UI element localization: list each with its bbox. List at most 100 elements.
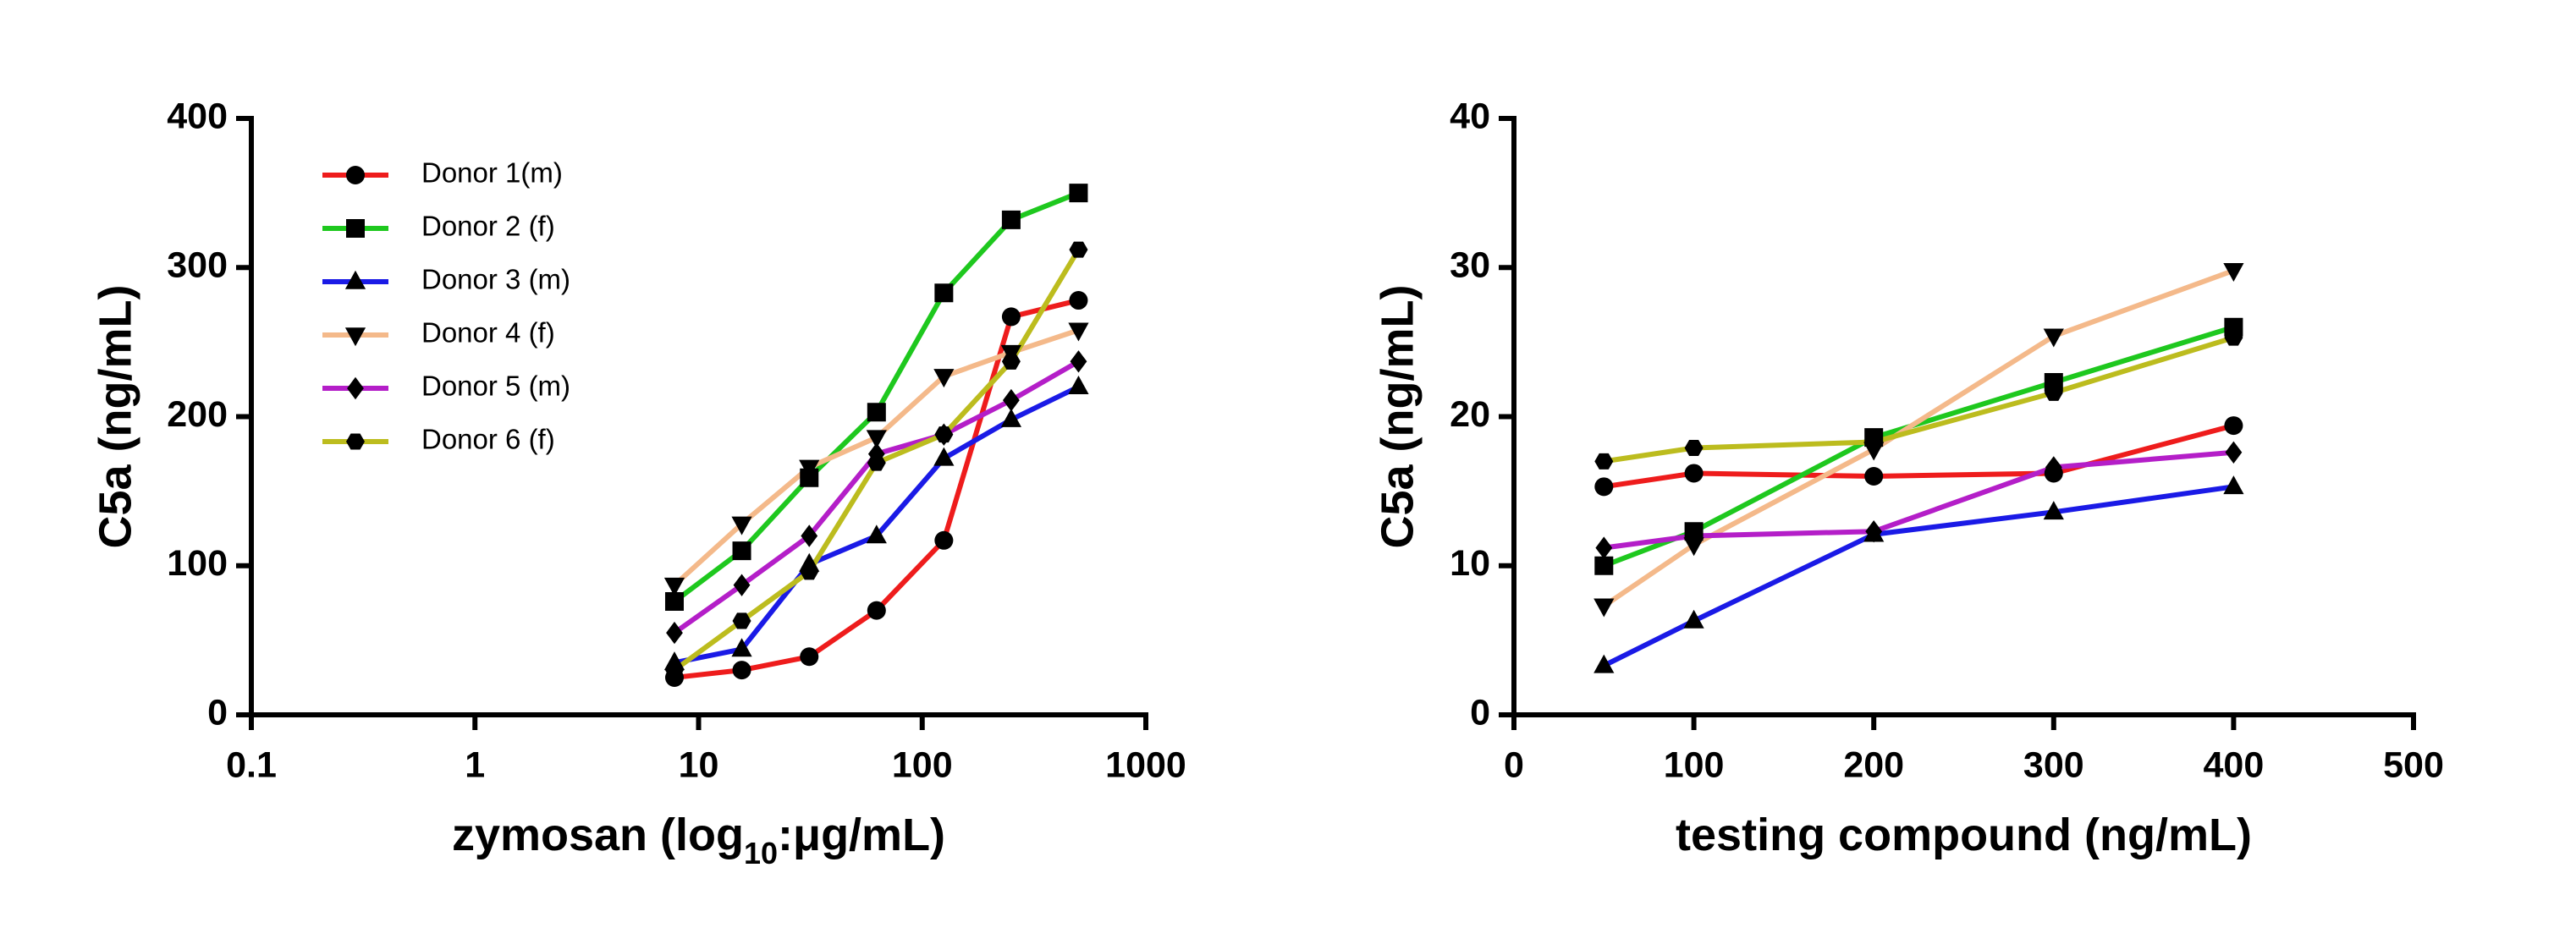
marker [732,612,751,629]
marker [801,524,818,547]
marker [1683,609,1704,629]
marker [664,662,684,678]
marker [2045,456,2062,479]
x-axis-title-part: :μg/mL) [778,810,945,860]
marker [2225,441,2243,464]
marker [1001,307,1021,327]
y-axis-title: C5a (ng/mL) [90,284,140,548]
marker [1069,184,1088,203]
x-axis-title: testing compound (ng/mL) [1676,810,2252,860]
marker [346,433,365,450]
x-tick-label: 0.1 [226,744,277,785]
y-axis-title: C5a (ng/mL) [1372,284,1423,548]
x-tick-label: 1000 [1105,744,1186,785]
marker [1684,464,1704,483]
marker [867,454,886,471]
marker [2224,416,2243,436]
x-tick-label: 200 [1843,744,1904,785]
y-tick-label: 100 [167,543,228,584]
legend-label: Donor 2 (f) [421,211,555,242]
x-tick-label: 400 [2204,744,2265,785]
marker [1068,322,1089,342]
y-tick-label: 20 [1450,394,1490,435]
marker [346,219,365,238]
marker [2044,384,2063,401]
marker [732,661,751,680]
legend-label: Donor 6 (f) [421,424,555,455]
marker [1864,433,1884,450]
marker [1595,536,1613,559]
marker [1594,556,1614,575]
marker [1684,439,1704,457]
marker [1069,291,1088,310]
marker [1594,453,1614,470]
legend-label: Donor 4 (f) [421,317,555,349]
marker [1001,353,1021,370]
marker [344,270,366,289]
marker [1593,654,1615,673]
marker [1000,408,1022,427]
y-tick-label: 10 [1450,543,1490,584]
marker [1001,210,1021,229]
y-tick-label: 0 [207,692,228,733]
marker [934,283,954,303]
marker [934,530,954,550]
marker [934,426,954,443]
marker [344,327,366,347]
marker [800,563,819,580]
marker [1865,520,1883,543]
marker [347,376,364,400]
marker [933,447,955,466]
x-tick-label: 100 [1664,744,1725,785]
legend-label: Donor 5 (m) [421,371,570,402]
marker [731,516,752,535]
y-tick-label: 300 [167,245,228,286]
marker [346,166,365,184]
marker [2043,328,2064,348]
marker [1070,350,1087,373]
marker [1069,241,1088,258]
marker [867,601,886,620]
x-axis-title-part: testing compound (ng/mL) [1676,810,2252,860]
marker [733,574,751,596]
marker [732,541,751,561]
legend-label: Donor 1(m) [421,157,563,189]
marker [663,577,685,596]
y-tick-label: 400 [167,96,228,136]
legend-label: Donor 3 (m) [421,264,570,295]
y-tick-label: 40 [1450,96,1490,136]
marker [933,369,955,388]
marker [1685,524,1703,547]
marker [799,459,820,479]
marker [866,430,887,449]
marker [731,638,752,657]
marker [1593,598,1615,618]
marker [2224,329,2243,346]
x-tick-label: 300 [2023,744,2084,785]
series-line [1602,267,2235,608]
marker [800,647,819,667]
marker [664,592,684,612]
marker [666,621,683,645]
marker [1594,477,1614,497]
x-tick-label: 500 [2383,744,2444,785]
marker [1003,388,1020,412]
y-tick-label: 30 [1450,245,1490,286]
x-axis-title-part: 10 [744,836,778,870]
marker [1068,376,1089,395]
y-tick-label: 200 [167,394,228,435]
marker [866,524,887,544]
y-tick-label: 0 [1470,692,1490,733]
x-axis-title-part: zymosan (log [452,810,744,860]
x-axis-title: zymosan (log10:μg/mL) [452,810,945,870]
marker [1864,467,1884,486]
x-tick-label: 0 [1504,744,1524,785]
x-tick-label: 10 [679,744,719,785]
marker [2223,475,2244,495]
x-tick-label: 100 [892,744,953,785]
marker [867,403,886,422]
x-tick-label: 1 [465,744,485,785]
marker [2043,501,2064,520]
marker [2223,262,2244,282]
